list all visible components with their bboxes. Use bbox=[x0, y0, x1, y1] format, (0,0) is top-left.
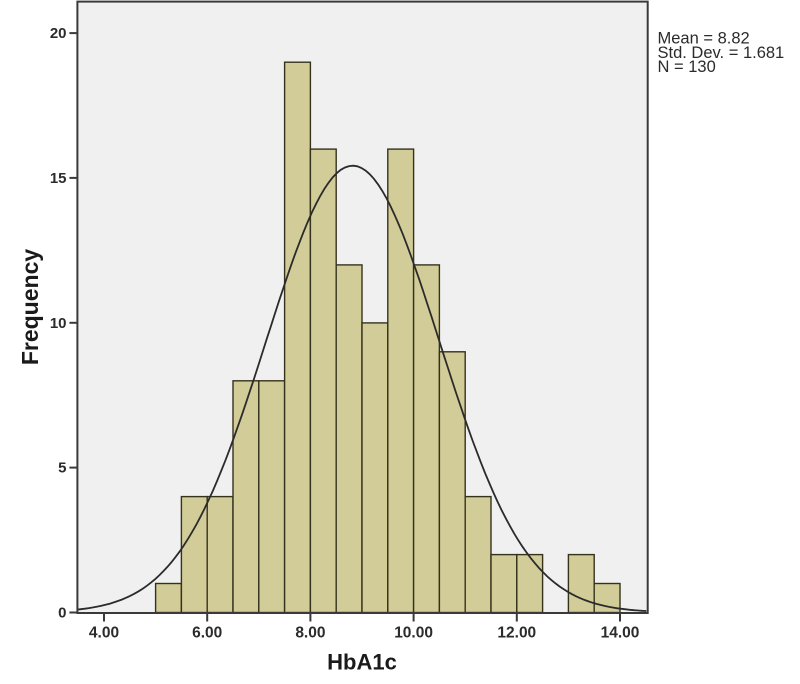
svg-text:14.00: 14.00 bbox=[601, 625, 640, 642]
svg-text:Std. Dev. = 1.681: Std. Dev. = 1.681 bbox=[658, 44, 785, 62]
svg-text:Mean = 8.82: Mean = 8.82 bbox=[658, 30, 750, 48]
svg-text:HbA1c: HbA1c bbox=[327, 650, 397, 675]
svg-text:6.00: 6.00 bbox=[192, 625, 222, 642]
svg-text:N = 130: N = 130 bbox=[658, 58, 716, 76]
svg-text:0: 0 bbox=[58, 605, 66, 622]
svg-text:Frequency: Frequency bbox=[17, 249, 43, 366]
svg-text:15: 15 bbox=[50, 170, 67, 187]
svg-text:8.00: 8.00 bbox=[295, 625, 325, 642]
svg-text:10.00: 10.00 bbox=[394, 625, 433, 642]
svg-text:12.00: 12.00 bbox=[497, 625, 536, 642]
svg-text:4.00: 4.00 bbox=[89, 625, 119, 642]
svg-text:20: 20 bbox=[50, 25, 67, 42]
svg-text:10: 10 bbox=[50, 315, 67, 332]
svg-text:5: 5 bbox=[58, 460, 66, 477]
